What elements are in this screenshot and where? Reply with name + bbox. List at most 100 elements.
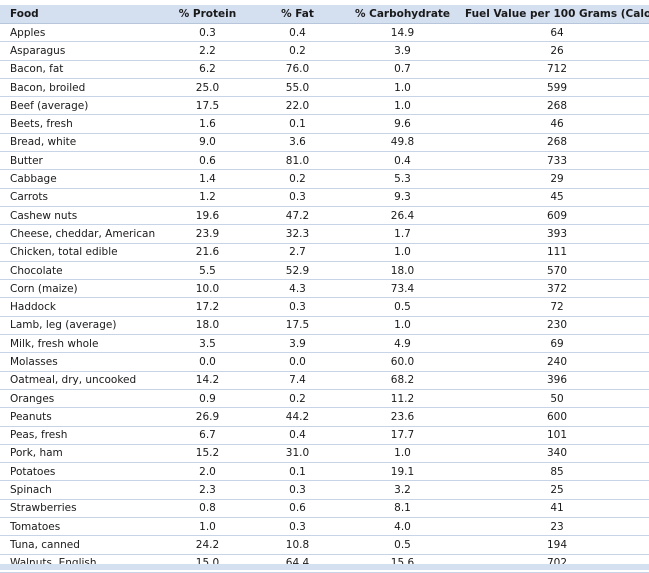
- cell-food: Spinach: [0, 480, 160, 500]
- cell-food: Tuna, canned: [0, 535, 160, 555]
- cell-carbohydrate: 8.1: [340, 499, 465, 519]
- cell-protein: 0.6: [160, 151, 255, 171]
- cell-carbohydrate: 5.3: [340, 169, 465, 189]
- cell-food: Carrots: [0, 188, 160, 207]
- cell-protein: 2.3: [160, 480, 255, 500]
- cell-fuel-value: 268: [465, 133, 649, 153]
- table-row: Pork, ham 15.2 31.0 1.0 340: [0, 444, 649, 464]
- cell-fat: 17.5: [255, 316, 340, 336]
- cell-protein: 9.0: [160, 133, 255, 153]
- cell-fat: 0.4: [255, 426, 340, 445]
- cell-fuel-value: 46: [465, 114, 649, 134]
- table-row: Oatmeal, dry, uncooked 14.2 7.4 68.2 396: [0, 371, 649, 390]
- cell-carbohydrate: 1.7: [340, 224, 465, 244]
- table-bottom-band: [0, 564, 649, 570]
- cell-fuel-value: 600: [465, 407, 649, 427]
- table-row: Tuna, canned 24.2 10.8 0.5 194: [0, 535, 649, 555]
- cell-protein: 1.4: [160, 169, 255, 189]
- cell-carbohydrate: 1.0: [340, 316, 465, 336]
- cell-fuel-value: 372: [465, 279, 649, 299]
- cell-fat: 0.1: [255, 114, 340, 134]
- cell-food: Bread, white: [0, 133, 160, 153]
- cell-fat: 47.2: [255, 206, 340, 226]
- cell-carbohydrate: 60.0: [340, 352, 465, 372]
- table-row: Peanuts 26.9 44.2 23.6 600: [0, 407, 649, 427]
- cell-fuel-value: 733: [465, 151, 649, 171]
- cell-protein: 10.0: [160, 279, 255, 299]
- cell-protein: 14.2: [160, 371, 255, 390]
- table-row: Carrots 1.2 0.3 9.3 45: [0, 188, 649, 207]
- cell-fuel-value: 26: [465, 41, 649, 61]
- cell-fat: 10.8: [255, 535, 340, 555]
- cell-food: Bacon, broiled: [0, 78, 160, 98]
- table-row: Bacon, fat 6.2 76.0 0.7 712: [0, 60, 649, 79]
- table-row: Strawberries 0.8 0.6 8.1 41: [0, 499, 649, 519]
- cell-protein: 18.0: [160, 316, 255, 336]
- cell-fat: 0.1: [255, 462, 340, 482]
- cell-food: Pork, ham: [0, 444, 160, 464]
- cell-protein: 0.3: [160, 23, 255, 43]
- cell-protein: 3.5: [160, 334, 255, 354]
- cell-food: Oatmeal, dry, uncooked: [0, 371, 160, 390]
- cell-carbohydrate: 3.9: [340, 41, 465, 61]
- table-row: Lamb, leg (average) 18.0 17.5 1.0 230: [0, 316, 649, 336]
- cell-fat: 7.4: [255, 371, 340, 390]
- cell-fuel-value: 396: [465, 371, 649, 390]
- cell-fuel-value: 41: [465, 499, 649, 519]
- cell-food: Chicken, total edible: [0, 243, 160, 262]
- cell-food: Chocolate: [0, 261, 160, 281]
- cell-carbohydrate: 68.2: [340, 371, 465, 390]
- table-row: Molasses 0.0 0.0 60.0 240: [0, 352, 649, 372]
- cell-protein: 23.9: [160, 224, 255, 244]
- cell-fuel-value: 240: [465, 352, 649, 372]
- cell-food: Lamb, leg (average): [0, 316, 160, 336]
- cell-carbohydrate: 1.0: [340, 243, 465, 262]
- table-row: Haddock 17.2 0.3 0.5 72: [0, 297, 649, 317]
- table-row: Cheese, cheddar, American 23.9 32.3 1.7 393: [0, 224, 649, 244]
- cell-food: Oranges: [0, 389, 160, 409]
- cell-fat: 3.9: [255, 334, 340, 354]
- cell-fuel-value: 570: [465, 261, 649, 281]
- table-header: Food % Protein % Fat % Carbohydrate Fuel…: [0, 5, 649, 24]
- cell-food: Corn (maize): [0, 279, 160, 299]
- header-food: Food: [0, 5, 160, 24]
- cell-food: Cashew nuts: [0, 206, 160, 226]
- cell-food: Peanuts: [0, 407, 160, 427]
- cell-fuel-value: 111: [465, 243, 649, 262]
- cell-protein: 6.2: [160, 60, 255, 79]
- cell-fat: 0.3: [255, 297, 340, 317]
- cell-protein: 1.0: [160, 517, 255, 537]
- cell-protein: 26.9: [160, 407, 255, 427]
- table-row: Cabbage 1.4 0.2 5.3 29: [0, 169, 649, 189]
- cell-fuel-value: 72: [465, 297, 649, 317]
- cell-fat: 0.2: [255, 389, 340, 409]
- cell-carbohydrate: 0.7: [340, 60, 465, 79]
- cell-fuel-value: 609: [465, 206, 649, 226]
- cell-fuel-value: 194: [465, 535, 649, 555]
- table-row: Peas, fresh 6.7 0.4 17.7 101: [0, 426, 649, 445]
- cell-food: Tomatoes: [0, 517, 160, 537]
- table-row: Tomatoes 1.0 0.3 4.0 23: [0, 517, 649, 537]
- table-row: Apples 0.3 0.4 14.9 64: [0, 23, 649, 43]
- cell-fuel-value: 45: [465, 188, 649, 207]
- cell-carbohydrate: 49.8: [340, 133, 465, 153]
- table-row: Oranges 0.9 0.2 11.2 50: [0, 389, 649, 409]
- cell-fuel-value: 393: [465, 224, 649, 244]
- cell-food: Apples: [0, 23, 160, 43]
- cell-fat: 2.7: [255, 243, 340, 262]
- cell-carbohydrate: 9.3: [340, 188, 465, 207]
- cell-protein: 21.6: [160, 243, 255, 262]
- cell-carbohydrate: 4.0: [340, 517, 465, 537]
- cell-carbohydrate: 26.4: [340, 206, 465, 226]
- cell-fat: 32.3: [255, 224, 340, 244]
- cell-food: Beef (average): [0, 96, 160, 116]
- cell-fat: 31.0: [255, 444, 340, 464]
- cell-protein: 17.2: [160, 297, 255, 317]
- cell-carbohydrate: 0.5: [340, 297, 465, 317]
- cell-carbohydrate: 9.6: [340, 114, 465, 134]
- cell-protein: 0.0: [160, 352, 255, 372]
- cell-protein: 24.2: [160, 535, 255, 555]
- cell-fat: 3.6: [255, 133, 340, 153]
- cell-protein: 1.2: [160, 188, 255, 207]
